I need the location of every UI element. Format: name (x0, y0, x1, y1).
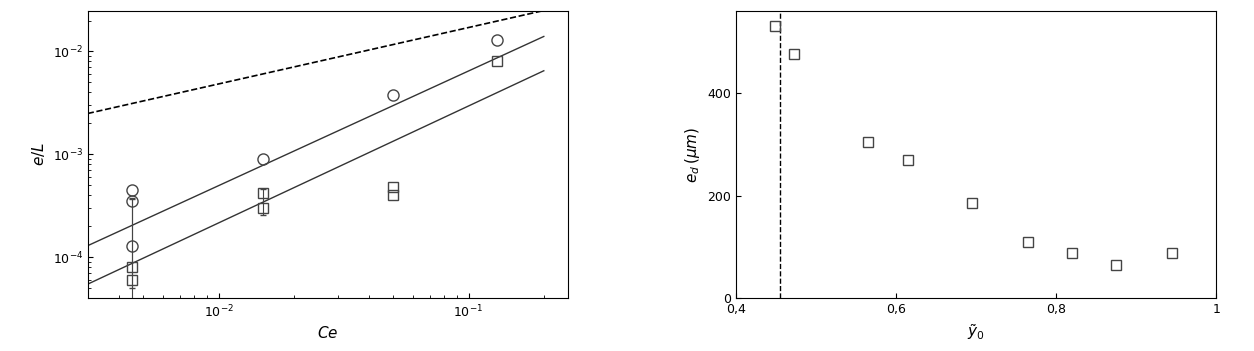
Y-axis label: $e/L$: $e/L$ (30, 143, 46, 166)
X-axis label: $Ce$: $Ce$ (317, 325, 339, 342)
X-axis label: $\tilde{y}_0$: $\tilde{y}_0$ (967, 322, 986, 342)
Y-axis label: $e_d\,(\mu m)$: $e_d\,(\mu m)$ (683, 126, 702, 183)
